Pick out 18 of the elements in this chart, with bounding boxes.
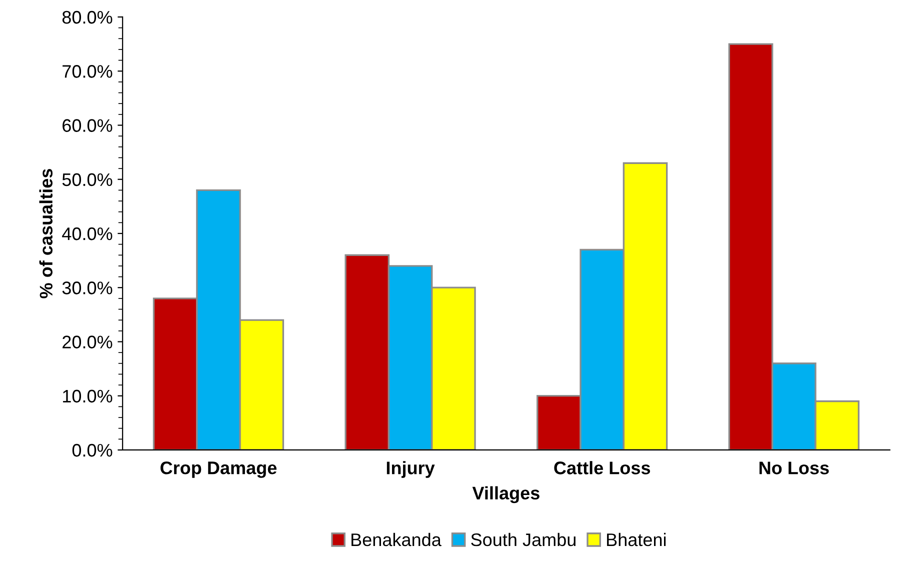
x-tick-label: Cattle Loss [554,461,650,474]
y-tick-label: 40.0% [62,227,112,240]
y-tick-label: 30.0% [62,282,112,294]
y-tick-label: 80.0% [62,10,112,24]
legend-label: Benakanda [352,532,442,546]
x-axis-title: Villages [472,486,540,504]
y-tick-label: 0.0% [72,444,112,457]
y-tick-label: 60.0% [62,119,112,132]
y-tick-label: 50.0% [62,173,112,186]
y-tick-label: 10.0% [63,390,112,403]
legend-label: South Jambu [471,532,576,546]
x-tick-label: Injury [386,461,435,478]
x-tick-label: No Loss [760,462,829,474]
x-tick-label: Crop Damage [160,461,277,478]
y-tick-label: 70.0% [62,65,112,78]
legend-label: Bhateni [607,532,666,546]
y-tick-label: 20.0% [62,336,112,348]
y-axis-title: % of casualties [39,168,53,298]
